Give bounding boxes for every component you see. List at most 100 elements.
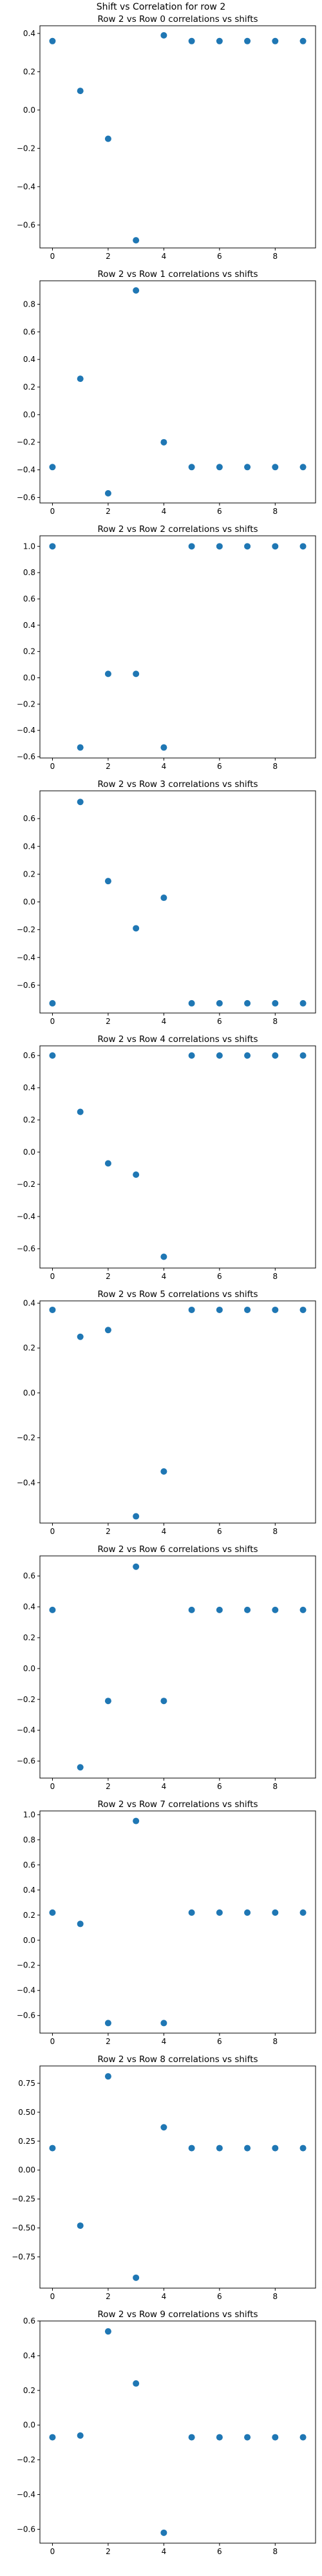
y-tick-label: −0.4 <box>17 182 35 191</box>
x-tick-label: 6 <box>217 2547 222 2556</box>
x-tick-label: 2 <box>106 507 111 516</box>
x-tick-label: 0 <box>50 1272 55 1281</box>
subplot-title: Row 2 vs Row 3 correlations vs shifts <box>97 779 258 790</box>
y-tick-label: 0.6 <box>23 327 35 336</box>
y-tick-label: −0.25 <box>12 2195 35 2204</box>
axes-frame <box>39 280 316 504</box>
x-tick-label: 8 <box>272 507 278 516</box>
data-point <box>299 1052 307 1059</box>
y-tick-label: −0.4 <box>17 466 35 475</box>
subplot-5: Row 2 vs Row 5 correlations vs shifts 0 2 4… <box>17 1289 316 1536</box>
data-point <box>49 1052 56 1059</box>
x-tick-label: 4 <box>162 1782 167 1791</box>
y-tick-label: 0.4 <box>23 1083 35 1092</box>
data-point <box>216 1052 223 1059</box>
data-point <box>216 464 223 471</box>
data-point <box>272 37 279 44</box>
data-point <box>299 999 307 1007</box>
data-point <box>188 1606 195 1613</box>
y-tick-label: 0.4 <box>23 29 35 38</box>
axes-frame <box>39 790 316 1014</box>
data-point <box>299 1606 307 1613</box>
y-tick-label: 0.0 <box>23 1936 35 1945</box>
y-tick-label: 1.0 <box>23 542 35 551</box>
subplot-4: Row 2 vs Row 4 correlations vs shifts 0 2 4… <box>17 1034 316 1281</box>
y-tick-label: 0.2 <box>23 2386 35 2395</box>
data-point <box>299 543 307 550</box>
data-point <box>49 1306 56 1313</box>
data-point <box>160 1468 167 1475</box>
data-point <box>188 2145 195 2152</box>
y-tick-label: −0.6 <box>17 493 35 502</box>
x-tick-label: 4 <box>162 762 167 771</box>
data-point <box>244 1052 251 1059</box>
data-point <box>244 2434 251 2441</box>
y-tick-label: 0.00 <box>18 2166 35 2175</box>
y-tick-label: 0.2 <box>23 1911 35 1920</box>
data-point <box>272 464 279 471</box>
data-point <box>49 1909 56 1916</box>
data-point <box>272 2145 279 2152</box>
x-tick-label: 4 <box>162 2547 167 2556</box>
data-point <box>77 799 84 806</box>
x-tick-label: 0 <box>50 1527 55 1536</box>
x-tick-label: 0 <box>50 252 55 261</box>
x-tick-label: 8 <box>272 1527 278 1536</box>
y-tick-label: 0.4 <box>23 2351 35 2360</box>
data-point <box>77 744 84 751</box>
axes-frame <box>39 1300 316 1524</box>
data-point <box>77 1764 84 1771</box>
x-tick-label: 2 <box>106 2037 111 2046</box>
y-tick-label: −0.2 <box>17 2456 35 2465</box>
data-point <box>216 1606 223 1613</box>
data-point <box>188 1306 195 1313</box>
data-point <box>299 1306 307 1313</box>
data-point <box>188 37 195 44</box>
subplot-8: Row 2 vs Row 8 correlations vs shifts 0 2 4… <box>12 2054 316 2301</box>
y-tick-label: −0.50 <box>12 2224 35 2233</box>
x-tick-label: 8 <box>272 252 278 261</box>
data-point <box>272 1606 279 1613</box>
data-point <box>272 543 279 550</box>
data-point <box>133 670 140 677</box>
data-point <box>133 925 140 932</box>
y-tick-label: −0.2 <box>17 925 35 934</box>
x-tick-label: 4 <box>162 2292 167 2301</box>
x-tick-label: 0 <box>50 762 55 771</box>
y-tick-label: −0.2 <box>17 1434 35 1443</box>
data-point <box>133 1513 140 1520</box>
y-tick-label: −0.2 <box>17 1961 35 1970</box>
data-point <box>188 543 195 550</box>
axes-frame <box>39 2065 316 2289</box>
axes-frame <box>39 535 316 759</box>
data-point <box>49 37 56 44</box>
x-tick-label: 0 <box>50 2037 55 2046</box>
data-point <box>104 135 111 142</box>
x-tick-label: 6 <box>217 1017 222 1026</box>
data-point <box>77 1920 84 1927</box>
data-point <box>216 2434 223 2441</box>
data-point <box>104 1160 111 1167</box>
y-tick-label: 0.8 <box>23 568 35 577</box>
data-point <box>299 464 307 471</box>
x-tick-label: 4 <box>162 507 167 516</box>
data-point <box>244 1909 251 1916</box>
x-tick-label: 2 <box>106 1527 111 1536</box>
y-tick-label: 0.0 <box>23 1388 35 1397</box>
y-tick-label: 0.4 <box>23 842 35 851</box>
y-tick-label: 0.2 <box>23 1343 35 1352</box>
data-point <box>299 2145 307 2152</box>
axes-frame <box>39 2320 316 2544</box>
y-tick-label: 0.6 <box>23 594 35 603</box>
y-tick-label: −0.75 <box>12 2252 35 2261</box>
data-point <box>104 2020 111 2027</box>
y-tick-label: −0.6 <box>17 2524 35 2533</box>
data-point <box>133 287 140 294</box>
data-point <box>299 1909 307 1916</box>
y-tick-label: 0.6 <box>23 1571 35 1580</box>
data-point <box>77 88 84 95</box>
subplot-1: Row 2 vs Row 1 correlations vs shifts 0 2 4… <box>17 269 316 516</box>
y-tick-label: −0.2 <box>17 144 35 153</box>
y-tick-label: 1.0 <box>23 1810 35 1819</box>
